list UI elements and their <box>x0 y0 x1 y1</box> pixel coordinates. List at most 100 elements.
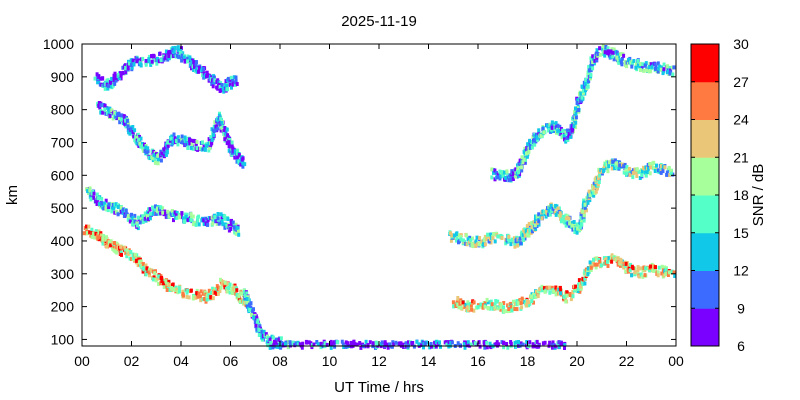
heatmap-cell <box>130 65 134 70</box>
heatmap-cell <box>520 305 524 310</box>
heatmap-cell <box>456 341 460 346</box>
heatmap-cell <box>659 170 663 175</box>
heatmap-cell <box>199 294 202 299</box>
heatmap-cell <box>124 208 128 213</box>
heatmap-cell <box>175 210 179 215</box>
heatmap-cell <box>585 208 588 213</box>
y-tick-label: 400 <box>51 233 75 249</box>
heatmap-cell <box>219 128 223 133</box>
heatmap-cell <box>205 70 209 75</box>
heatmap-cell <box>329 339 333 344</box>
heatmap-cell <box>249 305 253 310</box>
heatmap-cell <box>158 51 162 56</box>
heatmap-cell <box>212 133 215 138</box>
heatmap-cell <box>507 307 511 311</box>
heatmap-cell <box>537 128 541 133</box>
heatmap-cell <box>638 64 642 69</box>
heatmap-cell <box>572 220 576 224</box>
chart-title: 2025-11-19 <box>341 13 417 30</box>
heatmap-cell <box>189 145 193 150</box>
heatmap-cell <box>133 221 137 226</box>
heatmap-cell <box>147 54 151 59</box>
heatmap-cell <box>143 266 147 271</box>
heatmap-cell <box>123 245 127 250</box>
heatmap-cell <box>115 250 119 255</box>
heatmap-cell <box>203 290 207 295</box>
heatmap-cell <box>157 157 160 162</box>
heatmap-cell <box>608 52 611 57</box>
heatmap-cell <box>642 265 646 270</box>
heatmap-cell <box>576 226 580 231</box>
heatmap-cell <box>657 66 661 71</box>
heatmap-cell <box>510 308 514 313</box>
heatmap-cell <box>488 341 492 346</box>
heatmap-cell <box>239 162 243 167</box>
heatmap-cell <box>184 214 188 219</box>
heatmap-cell <box>190 217 193 222</box>
heatmap-cell <box>104 237 108 242</box>
heatmap-cell <box>195 60 198 65</box>
heatmap-cell <box>231 220 235 225</box>
heatmap-cell <box>510 237 514 242</box>
heatmap-cell <box>132 255 136 260</box>
heatmap-cell <box>180 134 184 139</box>
heatmap-cell <box>105 244 108 249</box>
heatmap-cell <box>131 216 135 221</box>
heatmap-cell <box>495 340 499 345</box>
heatmap-cell <box>162 281 165 286</box>
colorbar-segment <box>691 81 719 120</box>
heatmap-cell <box>164 53 168 58</box>
heatmap-cell <box>143 142 146 147</box>
heatmap-cell <box>151 156 154 161</box>
heatmap-cell <box>513 244 517 249</box>
heatmap-cell <box>202 296 206 301</box>
heatmap-cell <box>210 215 214 220</box>
heatmap-cell <box>525 232 529 237</box>
heatmap-cell <box>514 239 518 244</box>
heatmap-cell <box>249 301 253 306</box>
heatmap-cell <box>574 111 578 116</box>
heatmap-cell <box>235 225 239 230</box>
heatmap-cell <box>451 300 455 305</box>
colorbar-ticks: 6 9 12 15 18 21 24 27 30 <box>691 36 749 354</box>
heatmap-cell <box>644 173 648 178</box>
heatmap-cell <box>180 211 184 216</box>
heatmap-cell <box>227 224 231 228</box>
heatmap-cell <box>316 342 320 347</box>
heatmap-cell <box>123 248 127 252</box>
heatmap-cell <box>207 141 211 146</box>
heatmap-cell <box>256 321 259 326</box>
heatmap-cell <box>116 205 120 209</box>
heatmap-cell <box>231 79 235 83</box>
heatmap-cell <box>353 342 357 347</box>
heatmap-cell <box>223 280 227 285</box>
heatmap-cell <box>170 209 174 213</box>
heatmap-cell <box>628 268 632 273</box>
heatmap-cell <box>589 265 593 270</box>
heatmap-cell <box>270 343 274 348</box>
heatmap-cell <box>159 211 163 216</box>
colorbar-segment <box>691 232 719 271</box>
heatmap-cell <box>229 223 233 227</box>
heatmap-cell <box>149 211 152 216</box>
heatmap-cell <box>177 285 181 290</box>
heatmap-cell <box>583 205 587 210</box>
heatmap-cell <box>209 135 213 139</box>
heatmap-cell <box>509 242 513 247</box>
heatmap-cell <box>606 49 610 54</box>
heatmap-cell <box>607 258 611 263</box>
heatmap-cell <box>280 341 284 345</box>
heatmap-cell <box>193 139 197 144</box>
heatmap-cell <box>109 84 113 89</box>
heatmap-cell <box>483 237 487 242</box>
heatmap-cell <box>511 177 515 181</box>
x-axis-label: UT Time / hrs <box>334 379 424 396</box>
heatmap-cell <box>583 276 587 281</box>
heatmap-cell <box>568 293 572 297</box>
heatmap-cell <box>104 198 108 203</box>
heatmap-cell <box>449 340 453 345</box>
heatmap-cell <box>575 101 579 105</box>
heatmap-cell <box>128 131 132 136</box>
heatmap-cell <box>190 142 194 147</box>
heatmap-cell <box>541 127 545 132</box>
